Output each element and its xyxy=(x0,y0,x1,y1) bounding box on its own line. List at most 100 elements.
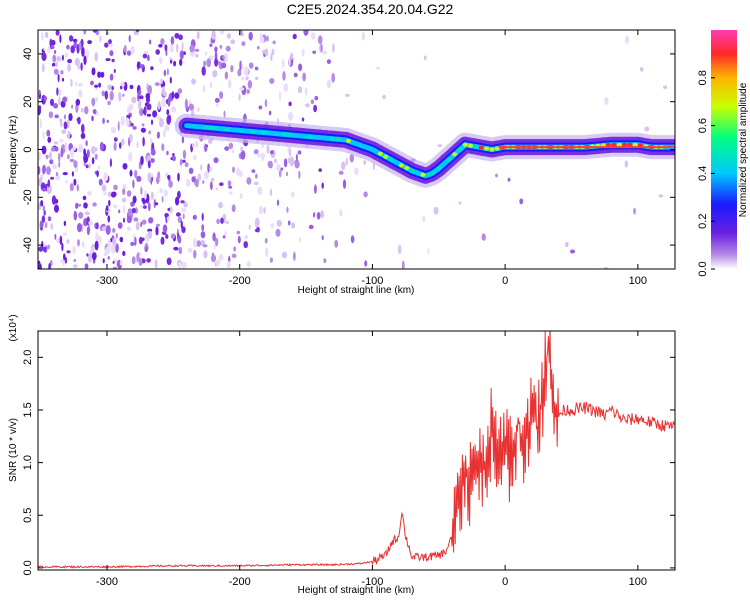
noise-speck xyxy=(196,107,200,113)
noise-speck xyxy=(376,66,381,70)
y-tick-label: 20 xyxy=(22,96,34,108)
noise-speck xyxy=(67,58,73,64)
noise-speck xyxy=(211,252,215,259)
noise-speck xyxy=(58,152,61,162)
noise-speck xyxy=(157,101,161,110)
track-peak xyxy=(446,157,452,162)
noise-speck xyxy=(104,42,109,48)
noise-speck xyxy=(53,68,59,75)
noise-speck xyxy=(97,165,101,170)
noise-speck xyxy=(41,52,47,61)
noise-speck xyxy=(270,223,275,229)
noise-speck xyxy=(259,36,265,44)
noise-speck xyxy=(130,123,134,127)
noise-speck xyxy=(179,58,183,66)
noise-speck xyxy=(519,198,524,205)
track-peak xyxy=(314,135,320,140)
noise-speck xyxy=(604,266,608,269)
noise-speck xyxy=(66,239,70,245)
track-peak xyxy=(245,129,251,134)
noise-speck xyxy=(92,109,97,115)
noise-speck xyxy=(112,228,116,233)
y-tick-label: 0.0 xyxy=(22,560,34,575)
noise-speck xyxy=(148,130,151,135)
noise-speck xyxy=(52,164,58,169)
noise-speck xyxy=(177,172,180,182)
noise-speck xyxy=(105,205,109,212)
noise-speck xyxy=(128,34,131,43)
noise-speck xyxy=(254,66,259,71)
noise-speck xyxy=(145,93,151,100)
noise-speck xyxy=(182,213,185,220)
track-peak xyxy=(616,142,622,147)
noise-speck xyxy=(121,197,127,203)
noise-speck xyxy=(71,171,74,177)
noise-speck xyxy=(128,103,134,111)
noise-speck xyxy=(109,43,113,47)
noise-speck xyxy=(125,117,130,127)
track-peak xyxy=(611,142,617,147)
noise-speck xyxy=(248,31,253,41)
track-peak xyxy=(393,160,399,165)
track-peak xyxy=(420,172,426,177)
noise-speck xyxy=(295,153,298,161)
noise-speck xyxy=(134,169,138,179)
noise-speck xyxy=(297,150,302,155)
noise-speck xyxy=(130,241,135,246)
noise-speck xyxy=(152,110,158,118)
noise-speck xyxy=(202,244,208,248)
noise-speck xyxy=(117,121,120,132)
noise-speck xyxy=(219,30,225,35)
noise-speck xyxy=(171,91,175,99)
noise-speck xyxy=(269,150,274,155)
noise-speck xyxy=(658,194,664,198)
noise-speck xyxy=(166,68,169,76)
noise-speck xyxy=(209,43,213,48)
noise-speck xyxy=(202,84,206,93)
track-peak xyxy=(223,127,229,132)
noise-speck xyxy=(105,58,111,62)
noise-speck xyxy=(73,178,77,186)
noise-speck xyxy=(165,234,169,239)
noise-speck xyxy=(226,261,231,268)
noise-speck xyxy=(137,92,140,102)
noise-speck xyxy=(301,48,305,57)
noise-speck xyxy=(142,53,148,59)
noise-speck xyxy=(422,215,426,222)
noise-speck xyxy=(181,41,184,51)
noise-speck xyxy=(67,63,71,72)
noise-speck xyxy=(320,210,325,219)
noise-speck xyxy=(271,48,275,56)
noise-speck xyxy=(85,164,89,169)
noise-speck xyxy=(290,191,295,198)
track-peak xyxy=(356,142,362,147)
noise-speck xyxy=(178,246,183,255)
noise-speck xyxy=(87,190,92,196)
noise-speck xyxy=(158,44,163,48)
noise-speck xyxy=(99,35,102,42)
noise-speck xyxy=(46,154,49,160)
noise-speck xyxy=(181,136,185,144)
noise-speck xyxy=(331,72,336,83)
noise-speck xyxy=(167,114,172,124)
track-peak xyxy=(468,143,474,148)
noise-speck xyxy=(73,160,78,168)
noise-speck xyxy=(69,158,75,163)
noise-speck xyxy=(118,91,122,102)
noise-speck xyxy=(323,258,327,264)
noise-speck xyxy=(247,80,253,89)
noise-speck xyxy=(248,62,254,69)
track-peak xyxy=(330,136,336,141)
track-peak xyxy=(261,130,267,135)
noise-speck xyxy=(44,31,49,38)
noise-speck xyxy=(109,158,112,168)
noise-speck xyxy=(314,96,319,101)
noise-speck xyxy=(221,55,225,60)
noise-speck xyxy=(138,95,144,100)
noise-speck xyxy=(321,235,324,241)
noise-speck xyxy=(54,114,59,119)
noise-speck xyxy=(57,73,60,83)
noise-speck xyxy=(115,232,118,239)
noise-speck xyxy=(102,117,105,124)
x-tick-label: -300 xyxy=(96,576,118,588)
